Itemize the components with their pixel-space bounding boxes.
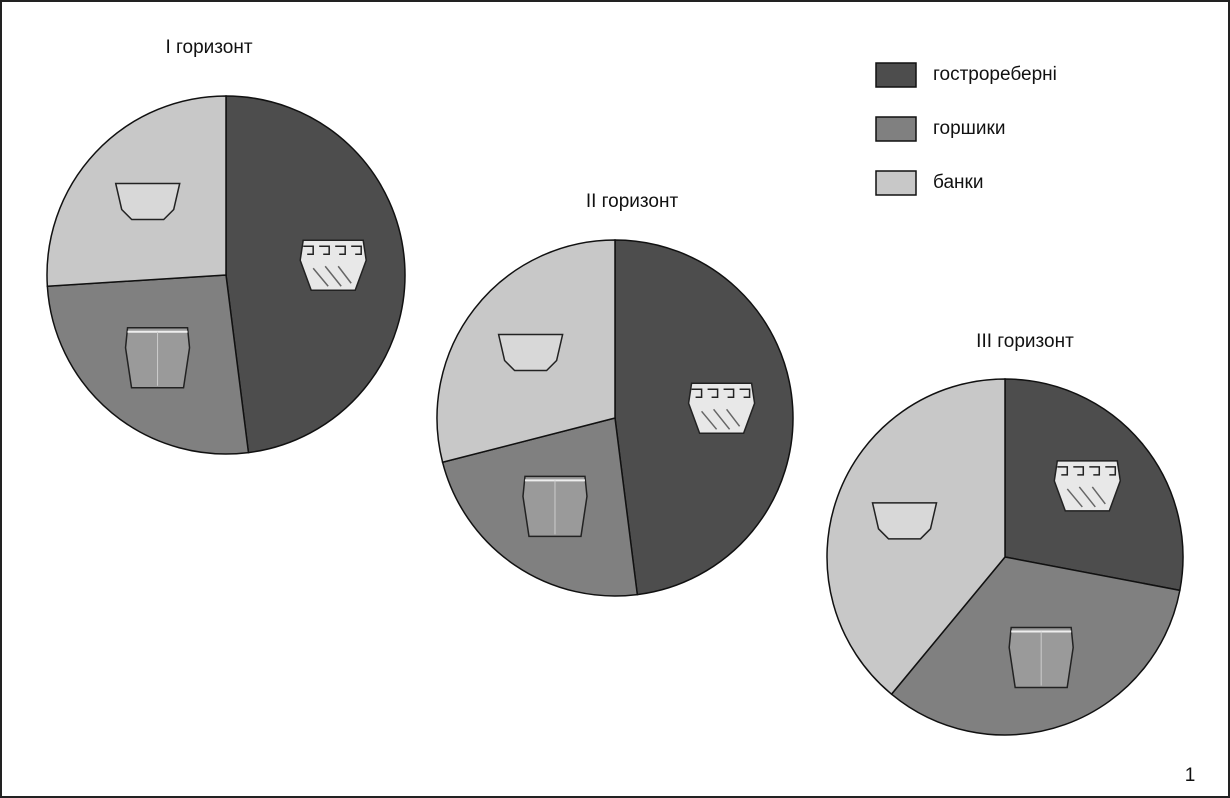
legend-swatch bbox=[875, 170, 917, 196]
vessel-part bbox=[871, 502, 938, 540]
vessel-part bbox=[701, 408, 741, 430]
vessel-icon bbox=[124, 327, 191, 389]
vessel-part bbox=[1066, 486, 1106, 508]
vessel-icon bbox=[871, 502, 938, 540]
legend-swatch bbox=[875, 116, 917, 142]
vessel-icon bbox=[1008, 626, 1074, 689]
vessel-part bbox=[303, 245, 362, 256]
vessel-part bbox=[1057, 466, 1117, 476]
vessel-icon bbox=[522, 475, 588, 538]
vessel-part bbox=[687, 382, 756, 435]
legend-label: горшики bbox=[933, 118, 1005, 139]
chart-title: III горизонт bbox=[976, 331, 1074, 352]
legend-label: банки bbox=[933, 172, 983, 193]
vessel-part bbox=[114, 182, 181, 221]
vessel-icon bbox=[687, 382, 756, 435]
vessel-icon bbox=[299, 239, 367, 292]
vessel-part bbox=[691, 388, 751, 399]
vessel-icon bbox=[1053, 460, 1122, 512]
vessel-part bbox=[312, 265, 352, 287]
vessel-icon bbox=[114, 182, 181, 221]
legend-swatch bbox=[875, 62, 917, 88]
chart-title: II горизонт bbox=[586, 191, 679, 212]
vessel-part bbox=[497, 333, 564, 372]
figure-number: 1 bbox=[1185, 765, 1196, 786]
vessel-part bbox=[299, 239, 367, 292]
vessel-part bbox=[1053, 460, 1122, 512]
legend-label: гострореберні bbox=[933, 64, 1057, 85]
vessel-icon bbox=[497, 333, 564, 372]
chart-title: I горизонт bbox=[165, 37, 252, 58]
